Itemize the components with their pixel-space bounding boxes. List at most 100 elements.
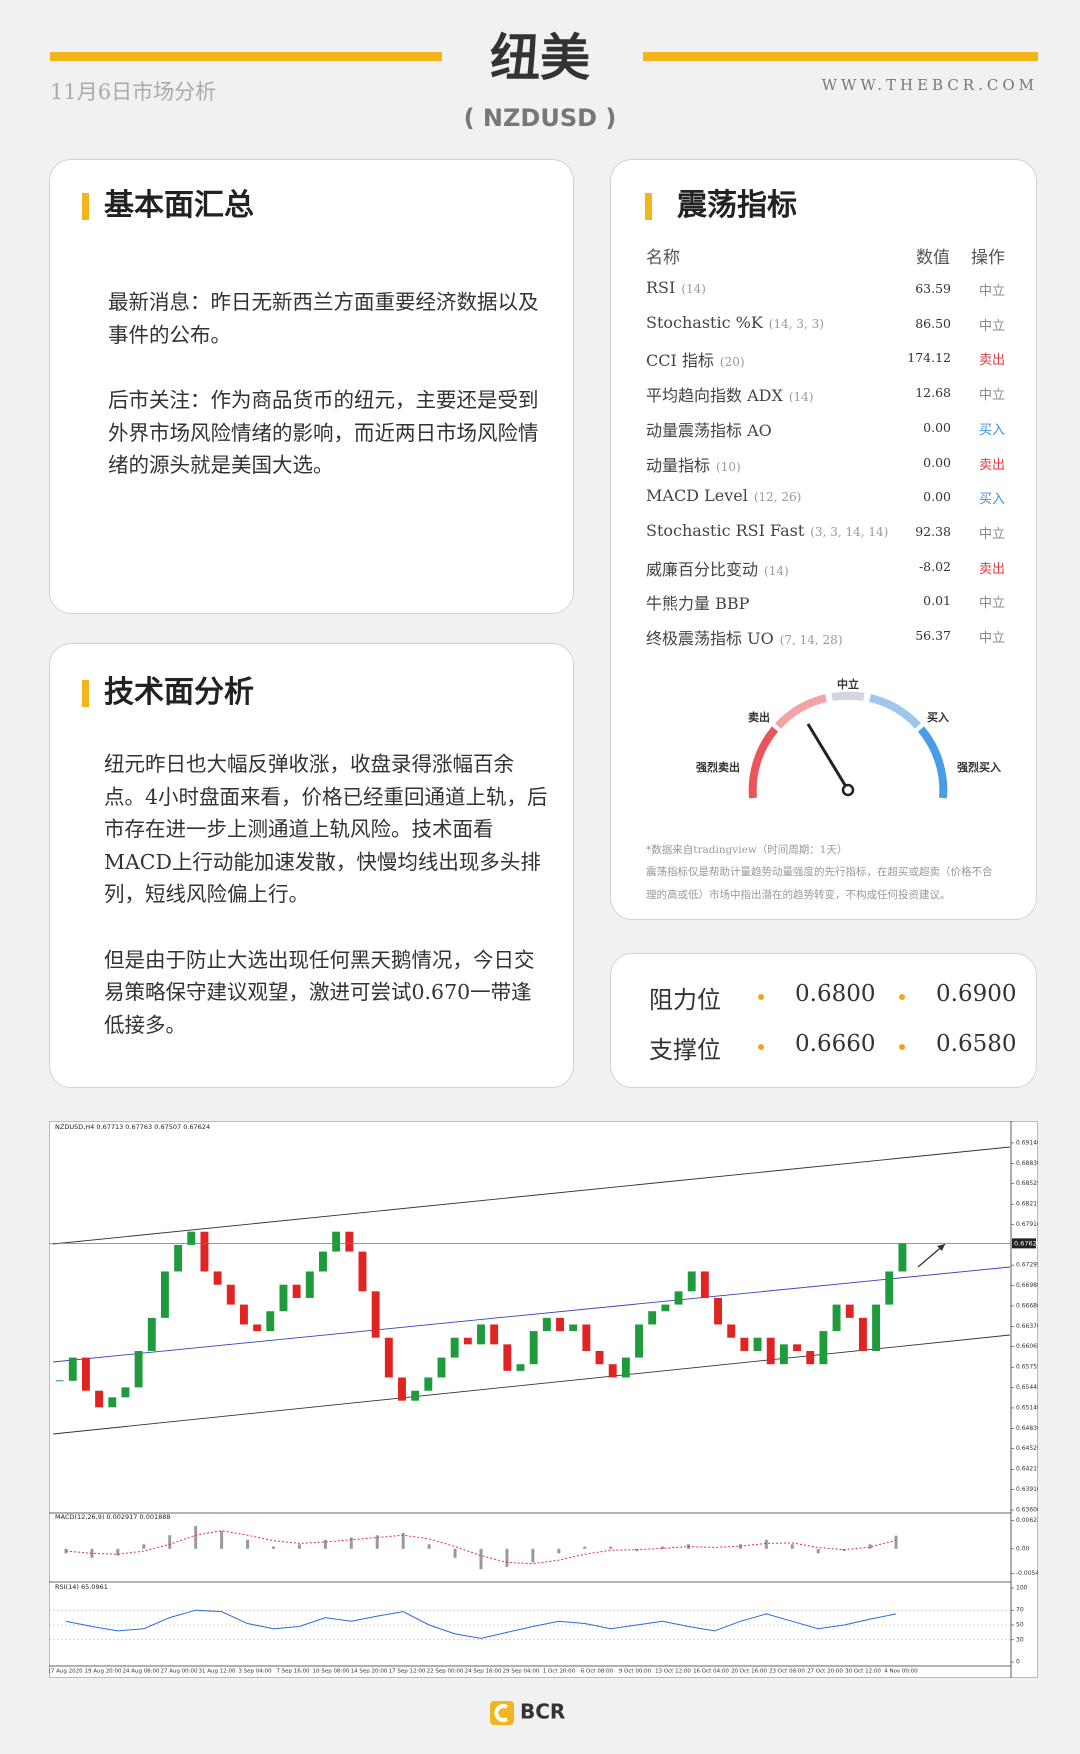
candle: [858, 1317, 867, 1351]
y-tick-label: 0.65755: [1016, 1364, 1038, 1371]
candle: [55, 1380, 64, 1382]
x-tick-label: 3 Sep 04:00: [238, 1669, 272, 1675]
dot: [899, 994, 905, 1000]
candle: [81, 1357, 90, 1391]
candle: [542, 1317, 551, 1332]
y-tick-label: 0.67295: [1016, 1262, 1038, 1269]
candle: [332, 1231, 341, 1252]
oscillator-row: Stochastic RSI Fast (3, 3, 14, 14) 92.38 中立: [646, 517, 1016, 547]
candle: [819, 1331, 828, 1365]
candle: [305, 1271, 314, 1298]
indicator-params: (3, 3, 14, 14): [810, 524, 889, 539]
candle: [635, 1324, 643, 1358]
candle: [832, 1304, 841, 1332]
gauge-label: 中立: [837, 677, 859, 691]
y-tick-label: 50: [1016, 1622, 1024, 1629]
level-value: 0.6800: [795, 981, 876, 1007]
candle: [240, 1304, 248, 1325]
candle: [621, 1357, 630, 1378]
candle: [898, 1243, 907, 1272]
x-tick-label: 6 Oct 08:00: [581, 1669, 614, 1675]
candle: [648, 1311, 657, 1325]
card: [49, 643, 574, 1088]
x-tick-label: 22 Sep 00:00: [427, 1669, 464, 1675]
candle: [845, 1304, 854, 1318]
candle: [160, 1271, 169, 1318]
level-value: 0.6580: [936, 1031, 1017, 1057]
candle: [226, 1284, 235, 1305]
candle: [319, 1251, 327, 1272]
candle: [806, 1350, 815, 1365]
candle: [674, 1291, 683, 1305]
note: *数据来自tradingview（时间周期：1天）: [646, 844, 848, 856]
x-tick-label: 23 Oct 08:00: [769, 1669, 805, 1675]
indicator-params: (14): [764, 563, 789, 578]
paragraph: 最新消息：昨日无新西兰方面重要经济数据以及事件的公布。: [108, 290, 539, 347]
candle: [608, 1364, 617, 1378]
indicator-value: 86.50: [915, 315, 951, 331]
oscillator-row: 动量指标 (10) 0.00 卖出: [646, 448, 1016, 478]
chart-frame: [49, 1121, 1038, 1678]
paragraphs: 最新消息：昨日无新西兰方面重要经济数据以及事件的公布。 后市关注：作为商品货币的…: [108, 286, 548, 515]
candle: [529, 1331, 538, 1365]
candle: [766, 1337, 775, 1365]
indicator-params: (14): [788, 390, 814, 405]
indicator-name: Stochastic %K: [646, 312, 763, 332]
candle: [661, 1304, 670, 1312]
oscillator-row: 牛熊力量 BBP 0.01 中立: [646, 586, 1016, 616]
candle: [463, 1337, 472, 1345]
indicator-value: -8.02: [918, 558, 951, 574]
card: [610, 159, 1037, 920]
gauge-needle: [806, 723, 850, 791]
y-tick-label: 0.00: [1016, 1545, 1030, 1552]
x-tick-label: 29 Sep 04:00: [503, 1669, 540, 1675]
gauge-arc: [917, 726, 948, 799]
panel-title: NZDUSD,H4 0.67713 0.67763 0.67507 0.6762…: [55, 1123, 210, 1131]
card: [610, 953, 1037, 1088]
channel-line: [52, 1334, 1011, 1435]
indicator-name: 终极震荡指标 UO: [646, 629, 774, 648]
footer-logo: BCR: [490, 1700, 565, 1725]
candle: [213, 1271, 222, 1285]
candle: [556, 1317, 564, 1332]
gauge-label: 强烈卖出: [696, 760, 740, 774]
indicator: 动量震荡指标 AO: [646, 417, 772, 441]
oscillator-row: 平均趋向指数 ADX (14) 12.68 中立: [646, 378, 1016, 408]
indicator-name: Stochastic RSI Fast: [646, 520, 805, 540]
candle: [450, 1337, 459, 1358]
page-subtitle: ( NZDUSD ): [463, 104, 617, 132]
site: WWW.THEBCR.COM: [821, 76, 1038, 94]
y-tick-label: -0.005411: [1016, 1570, 1038, 1577]
gauge-label: 强烈买入: [957, 760, 1001, 774]
y-tick-label: 0.64215: [1016, 1466, 1038, 1473]
indicator-action: 中立: [978, 596, 1005, 612]
indicator-action: 中立: [978, 318, 1005, 334]
column-header: 操作: [971, 248, 1005, 268]
candle: [266, 1311, 275, 1332]
title-mark: [82, 680, 89, 707]
indicator-value: 0.00: [923, 419, 951, 435]
title-mark: [645, 193, 652, 220]
x-tick-label: 24 Aug 08:00: [122, 1669, 160, 1675]
candle: [134, 1350, 143, 1388]
indicator-value: 0.00: [923, 454, 951, 470]
indicator-action: 卖出: [978, 353, 1005, 369]
logo-c: [494, 1704, 509, 1722]
candle: [345, 1231, 354, 1252]
card-title: 基本面汇总: [104, 188, 254, 223]
x-tick-label: 27 Oct 20:00: [807, 1669, 843, 1675]
panel-title: MACD(12,26,9) 0.002917 0.001888: [55, 1513, 171, 1521]
indicator-name: MACD Level: [646, 486, 748, 506]
gauge-arcs: [748, 691, 948, 799]
candle: [95, 1390, 104, 1408]
level-label: 支撑位: [649, 1036, 721, 1064]
x-tick-label: 1 Oct 20:00: [543, 1669, 576, 1675]
indicator: Stochastic RSI Fast (3, 3, 14, 14): [646, 521, 888, 540]
indicator-value: 92.38: [915, 523, 951, 539]
candle: [253, 1324, 262, 1332]
indicator-params: (14, 3, 3): [768, 316, 824, 331]
